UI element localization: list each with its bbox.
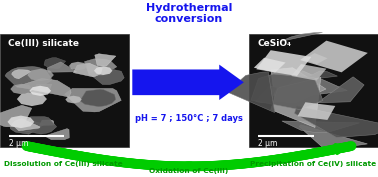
Polygon shape [40,120,54,125]
Text: 2 μm: 2 μm [9,139,28,148]
Polygon shape [44,58,66,68]
Polygon shape [65,88,121,112]
Text: Hydrothermal
conversion: Hydrothermal conversion [146,3,232,24]
Polygon shape [12,70,31,79]
Polygon shape [271,68,326,102]
Polygon shape [22,117,57,134]
Text: Ce(III) silicate: Ce(III) silicate [8,39,79,48]
Polygon shape [89,68,124,85]
Text: 2 μm: 2 μm [259,139,278,148]
Polygon shape [294,106,378,138]
Polygon shape [300,41,368,72]
Polygon shape [17,79,71,97]
FancyBboxPatch shape [0,34,129,147]
Polygon shape [256,50,311,76]
Polygon shape [36,84,52,90]
Polygon shape [12,119,40,131]
Text: pH = 7 ; 150°C ; 7 days: pH = 7 ; 150°C ; 7 days [135,114,243,123]
FancyBboxPatch shape [249,34,378,147]
Polygon shape [5,67,52,87]
Polygon shape [94,66,113,75]
Polygon shape [95,54,116,66]
Polygon shape [282,121,359,132]
Polygon shape [254,58,286,73]
Polygon shape [301,71,338,81]
Polygon shape [271,77,321,127]
Polygon shape [278,71,347,99]
Polygon shape [85,59,117,76]
FancyArrow shape [132,65,244,100]
Polygon shape [47,62,77,72]
Polygon shape [297,102,335,120]
Polygon shape [256,86,277,103]
Text: CeSiO₄: CeSiO₄ [257,39,291,48]
Polygon shape [29,86,51,96]
Polygon shape [27,69,54,81]
Polygon shape [10,118,45,134]
Text: Precipitation of Ce(IV) silicate: Precipitation of Ce(IV) silicate [250,161,376,167]
Polygon shape [281,32,322,41]
Polygon shape [73,63,102,77]
Polygon shape [291,64,327,81]
Polygon shape [299,125,367,150]
Text: Dissolution of Ce(III) silicate: Dissolution of Ce(III) silicate [4,161,122,167]
Polygon shape [65,96,82,103]
Polygon shape [45,129,69,140]
Polygon shape [251,74,323,110]
Polygon shape [227,72,275,113]
Polygon shape [318,77,364,103]
Polygon shape [17,92,47,106]
Polygon shape [69,62,87,70]
Polygon shape [8,116,34,128]
Polygon shape [80,89,116,107]
Polygon shape [10,84,33,94]
Polygon shape [0,105,32,127]
Polygon shape [304,53,328,64]
Text: Oxidation of Ce(III): Oxidation of Ce(III) [149,168,229,174]
